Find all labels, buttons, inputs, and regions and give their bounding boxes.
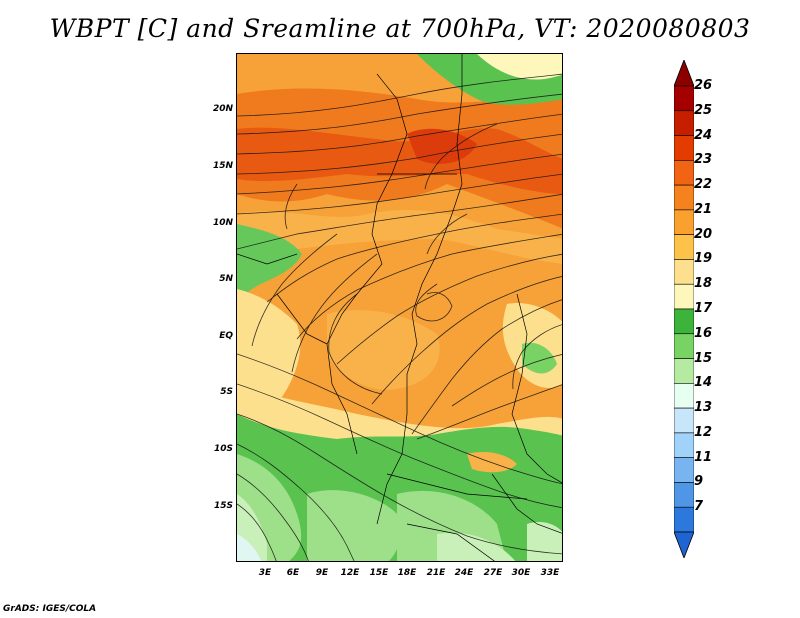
colorbar-swatch [673,110,695,136]
x-tick-label: 6E [286,568,300,578]
y-tick-label: 10N [212,218,233,228]
colorbar-label: 24 [694,127,713,143]
colorbar-swatch [673,209,695,235]
x-tick-label: 15E [369,568,389,578]
colorbar-label: 25 [694,102,713,118]
colorbar-swatch [673,308,695,335]
colorbar-swatch [673,506,695,533]
map-panel [236,53,563,562]
colorbar-label: 19 [694,251,713,267]
colorbar-label: 14 [694,375,713,391]
x-tick-label: 24E [454,568,474,578]
colorbar-label: 11 [694,449,713,465]
colorbar-swatch [673,482,695,508]
x-tick-label: 21E [426,568,446,578]
colorbar-label: 12 [694,424,713,440]
colorbar-swatch [673,358,695,384]
colorbar-label: 15 [694,350,713,366]
colorbar-swatch [673,85,695,112]
x-tick-label: 3E [258,568,272,578]
colorbar-swatch [673,184,695,211]
colorbar-label: 17 [694,301,713,316]
colorbar-label: 26 [694,78,713,93]
x-tick-label: 9E [315,568,329,578]
colorbar-swatch [673,407,695,434]
x-tick-label: 27E [483,568,503,578]
y-tick-label: 5S [220,387,233,397]
map-field [237,54,562,561]
x-tick-label: 18E [397,568,417,578]
colorbar-swatch [673,432,695,458]
colorbar-label: 16 [694,325,713,341]
y-tick-label: 5N [219,274,233,284]
colorbar-swatch [673,160,695,186]
colorbar-swatch [673,259,695,285]
colorbar-label: 20 [694,226,713,242]
colorbar-label: 22 [694,177,713,193]
colorbar-label: 18 [694,276,713,292]
y-tick-label: 10S [213,444,233,454]
colorbar-swatch [673,234,695,260]
colorbar-bottom-arrow [673,531,695,560]
colorbar [673,58,695,560]
colorbar-swatches [673,58,695,560]
colorbar-label: 7 [694,499,704,515]
colorbar-label: 13 [694,400,713,416]
y-tick-label: 20N [212,104,233,114]
colorbar-label: 23 [694,152,713,168]
y-tick-label: 15N [212,161,233,171]
colorbar-swatch [673,333,695,359]
colorbar-swatch [673,457,695,483]
colorbar-label: 21 [694,201,713,217]
y-tick-label: EQ [219,331,233,341]
x-tick-label: 30E [511,568,531,578]
map-title: WBPT [C] and Sreamline at 700hPa, VT: 20… [49,14,751,43]
y-tick-label: 15S [213,501,233,511]
colorbar-swatch [673,135,695,161]
colorbar-label: 9 [694,474,704,490]
colorbar-top-arrow [673,58,695,87]
x-tick-label: 33E [540,568,560,578]
x-tick-label: 12E [340,568,360,578]
colorbar-swatch [673,283,695,310]
colorbar-swatch [673,383,695,409]
footer-credit: GrADS: IGES/COLA [3,604,97,614]
